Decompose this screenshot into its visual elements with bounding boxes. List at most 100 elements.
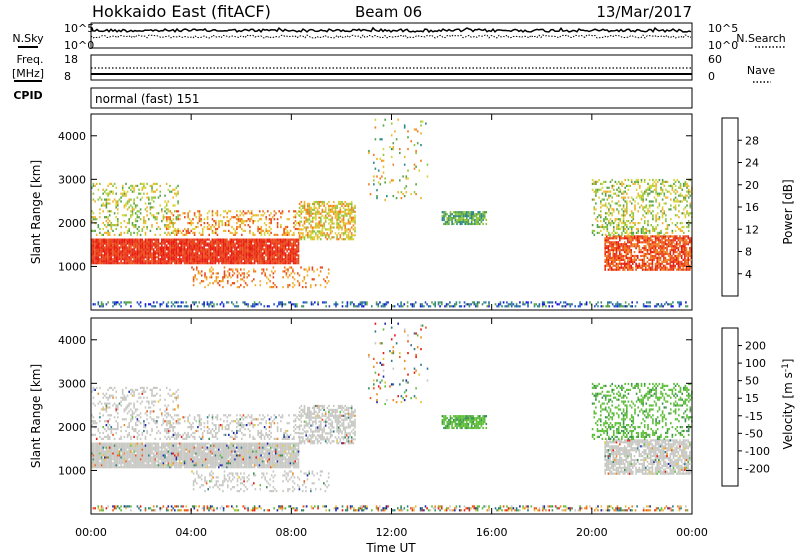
scatter-cell: [93, 445, 95, 447]
scatter-cell: [684, 253, 686, 255]
scatter-cell: [267, 254, 269, 256]
scatter-cell: [668, 235, 670, 237]
scatter-cell: [626, 257, 628, 259]
scatter-cell: [138, 303, 140, 305]
scatter-cell: [215, 246, 217, 248]
scatter-cell: [340, 201, 342, 203]
scatter-cell: [218, 260, 220, 262]
scatter-cell: [176, 239, 178, 241]
scatter-cell: [187, 244, 189, 246]
scatter-cell: [351, 201, 353, 203]
scatter-cell: [93, 464, 95, 466]
scatter-cell: [655, 241, 657, 243]
scatter-cell: [155, 191, 157, 193]
scatter-cell: [216, 244, 218, 246]
scatter-cell: [230, 284, 232, 286]
scatter-cell: [133, 248, 135, 250]
scatter-cell: [361, 305, 363, 307]
scatter-cell: [96, 464, 98, 466]
scatter-cell: [283, 262, 285, 264]
scatter-cell: [288, 256, 290, 258]
scatter-cell: [272, 246, 274, 248]
scatter-cell: [231, 216, 233, 218]
scatter-cell: [293, 250, 295, 252]
scatter-cell: [102, 228, 104, 230]
scatter-cell: [604, 237, 606, 239]
scatter-cell: [644, 191, 646, 193]
scatter-cell: [665, 265, 667, 267]
scatter-cell: [247, 250, 249, 252]
scatter-cell: [255, 244, 257, 246]
scatter-cell: [659, 202, 661, 204]
scatter-cell: [376, 303, 378, 305]
scatter-cell: [234, 272, 236, 274]
scatter-cell: [163, 301, 165, 303]
scatter-cell: [181, 246, 183, 248]
scatter-cell: [453, 215, 455, 217]
scatter-cell: [164, 258, 166, 260]
scatter-cell: [660, 249, 662, 251]
nsearch-label: N.Search: [736, 32, 786, 45]
scatter-cell: [652, 251, 654, 253]
scatter-cell: [683, 245, 685, 247]
scatter-cell: [208, 210, 210, 212]
scatter-cell: [291, 256, 293, 258]
scatter-cell: [248, 210, 250, 212]
scatter-cell: [194, 276, 196, 278]
scatter-cell: [101, 301, 103, 303]
scatter-cell: [301, 236, 303, 238]
scatter-cell: [450, 219, 452, 221]
scatter-cell: [534, 305, 536, 307]
scatter-cell: [687, 237, 689, 239]
scatter-cell: [479, 223, 481, 225]
scatter-cell: [177, 250, 179, 252]
scatter-cell: [257, 239, 259, 241]
scatter-cell: [278, 252, 280, 254]
scatter-cell: [161, 241, 163, 243]
scatter-cell: [336, 207, 338, 209]
scatter-cell: [205, 262, 207, 264]
scatter-cell: [623, 210, 625, 212]
scatter-cell: [326, 276, 328, 278]
scatter-cell: [643, 265, 645, 267]
scatter-cell: [320, 232, 322, 234]
scatter-cell: [318, 224, 320, 226]
scatter-cell: [156, 243, 158, 245]
scatter-cell: [618, 234, 620, 236]
scatter-cell: [130, 204, 132, 206]
scatter-cell: [325, 219, 327, 221]
scatter-cell: [254, 220, 256, 222]
scatter-cell: [264, 248, 266, 250]
scatter-cell: [673, 239, 675, 241]
scatter-cell: [216, 256, 218, 258]
scatter-cell: [293, 262, 295, 264]
scatter-cell: [624, 265, 626, 267]
scatter-cell: [239, 218, 241, 220]
scatter-cell: [178, 232, 180, 234]
scatter-cell: [278, 246, 280, 248]
scatter-cell: [570, 305, 572, 307]
scatter-cell: [361, 303, 363, 305]
scatter-cell: [631, 197, 633, 199]
scatter-cell: [233, 239, 235, 241]
scatter-cell: [265, 224, 267, 226]
scatter-cell: [619, 251, 621, 253]
scatter-cell: [542, 303, 544, 305]
scatter-cell: [665, 253, 667, 255]
scatter-cell: [202, 246, 204, 248]
scatter-cell: [275, 239, 277, 241]
scatter-cell: [621, 185, 623, 187]
scatter-cell: [595, 181, 597, 183]
scatter-cell: [168, 232, 170, 234]
scatter-cell: [299, 284, 301, 286]
scatter-cell: [616, 218, 618, 220]
scatter-cell: [140, 218, 142, 220]
scatter-cell: [171, 243, 173, 245]
scatter-cell: [617, 303, 619, 305]
scatter-cell: [111, 224, 113, 226]
scatter-cell: [616, 237, 618, 239]
scatter-cell: [353, 219, 355, 221]
scatter-cell: [647, 257, 649, 259]
scatter-cell: [166, 252, 168, 254]
scatter-cell: [344, 230, 346, 232]
